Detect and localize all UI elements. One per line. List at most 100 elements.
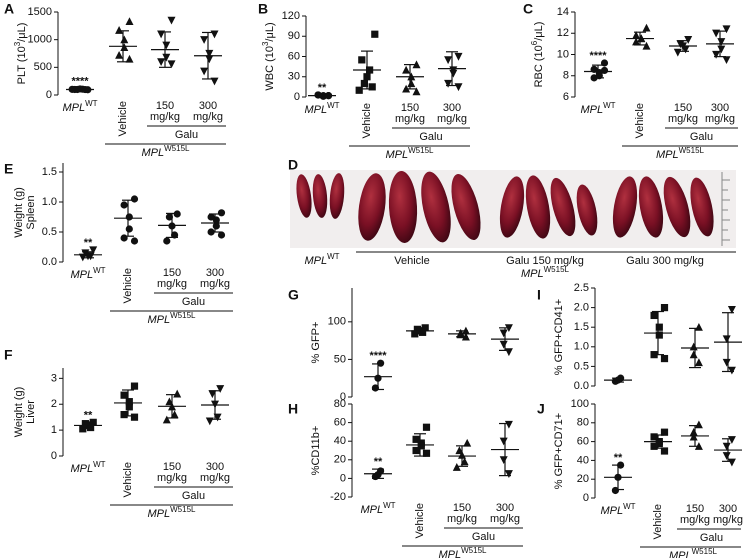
- data-point: [368, 83, 376, 91]
- data-point: [632, 37, 641, 46]
- y-axis-label-part: Weight (g): [13, 387, 25, 438]
- x-label-group: 300: [199, 100, 217, 112]
- data-point: [207, 213, 215, 221]
- data-point: [130, 195, 139, 203]
- data-point: [722, 442, 731, 451]
- data-point: [355, 86, 363, 94]
- x-label-wt-text: MPL: [304, 104, 327, 116]
- mutant-label-text: MPL: [669, 550, 692, 558]
- x-label-wt-sup: WT: [383, 501, 396, 510]
- data-point: [162, 41, 171, 50]
- data-point: [694, 358, 703, 367]
- data-point: [412, 87, 421, 96]
- x-label-group: 150: [156, 100, 174, 112]
- significance: **: [614, 452, 623, 464]
- x-label-group: mg/kg: [705, 113, 735, 125]
- significance: **: [374, 456, 383, 468]
- data-point: [694, 420, 703, 429]
- y-axis-label-part: 3: [13, 41, 22, 46]
- data-point: [412, 435, 420, 443]
- y-tick-label: 60: [334, 417, 346, 429]
- y-axis-label-part: /μL): [264, 22, 276, 41]
- data-point: [504, 420, 513, 429]
- x-label-group: 300: [443, 102, 461, 114]
- data-point: [205, 49, 214, 58]
- photo-panel: D MPLWT Vehicle Galu 150 mg/kg Galu 300 …: [288, 157, 736, 280]
- data-point: [689, 350, 698, 359]
- y-tick-label: 50: [334, 353, 346, 365]
- y-axis-label: Weight (g): [13, 387, 25, 438]
- data-point: [412, 60, 421, 69]
- significance: ****: [71, 76, 89, 88]
- y-tick-label: 1.0: [574, 341, 589, 353]
- x-label-group: mg/kg: [437, 113, 467, 125]
- mutant-label: MPLW515L: [148, 505, 197, 520]
- y-tick-label: 1.5: [42, 166, 57, 178]
- y-axis-label: Weight (g): [13, 187, 25, 238]
- y-tick-label: 80: [334, 398, 346, 410]
- data-point: [120, 410, 128, 419]
- y-tick-label: 90: [288, 30, 300, 42]
- y-tick-label: 60: [288, 50, 300, 62]
- data-point: [689, 432, 698, 441]
- data-point: [377, 359, 385, 367]
- y-tick-label: 40: [334, 435, 346, 447]
- photo-wt-text: MPL: [304, 255, 327, 267]
- data-point: [120, 201, 128, 209]
- data-point: [125, 225, 133, 233]
- x-label-wt: MPLWT: [600, 502, 635, 517]
- y-tick-label: 20: [577, 473, 589, 485]
- data-point: [694, 323, 703, 331]
- dot-plot-panel: G 0 50 100 % GFP+ ****: [288, 287, 519, 403]
- x-label-group: 300: [206, 461, 224, 473]
- y-axis-label: % GFP+CD71+: [553, 413, 565, 489]
- drug-label: Galu: [419, 131, 442, 143]
- x-label-group: mg/kg: [157, 278, 187, 290]
- y-tick-label: 2: [51, 398, 57, 410]
- data-point: [173, 389, 182, 398]
- data-point: [712, 50, 721, 59]
- data-point: [722, 452, 731, 460]
- mutant-label-text: MPL: [656, 149, 679, 161]
- data-point: [655, 331, 663, 339]
- data-point: [358, 56, 366, 64]
- x-label-wt-sup: WT: [623, 502, 636, 511]
- data-point: [419, 328, 427, 336]
- significance: **: [84, 237, 93, 249]
- photo-mut-sup: W515L: [544, 265, 570, 274]
- mutant-label-sup: W515L: [170, 505, 196, 514]
- data-point: [162, 53, 171, 62]
- data-point: [727, 305, 736, 314]
- panel-letter: D: [288, 157, 298, 173]
- data-point: [499, 456, 508, 464]
- y-axis-label-part: /μL): [16, 23, 28, 42]
- x-label-group: mg/kg: [150, 111, 180, 123]
- significance: **: [84, 409, 93, 421]
- data-point: [217, 209, 226, 217]
- photo-wt-sup: WT: [327, 252, 340, 261]
- panel-letter: G: [288, 287, 299, 303]
- data-point: [217, 231, 226, 239]
- data-point: [167, 60, 176, 69]
- y-tick-label: 120: [282, 10, 300, 22]
- x-label-group: 300: [719, 503, 737, 515]
- data-point: [689, 342, 698, 351]
- data-point: [115, 26, 124, 34]
- x-label-wt-text: MPL: [62, 102, 85, 114]
- data-point: [125, 213, 133, 221]
- photo-mut-text: MPL: [521, 268, 544, 280]
- x-label-group: 150: [453, 502, 471, 514]
- y-tick-label: 12: [557, 27, 569, 39]
- data-point: [499, 329, 508, 338]
- panel-letter: A: [4, 1, 14, 17]
- drug-label: Galu: [472, 531, 495, 543]
- data-point: [417, 442, 425, 450]
- drug-label: Galu: [182, 296, 205, 308]
- x-label-group: mg/kg: [490, 513, 520, 525]
- data-point: [499, 340, 508, 349]
- photo-caption: Galu 150 mg/kg: [506, 255, 584, 267]
